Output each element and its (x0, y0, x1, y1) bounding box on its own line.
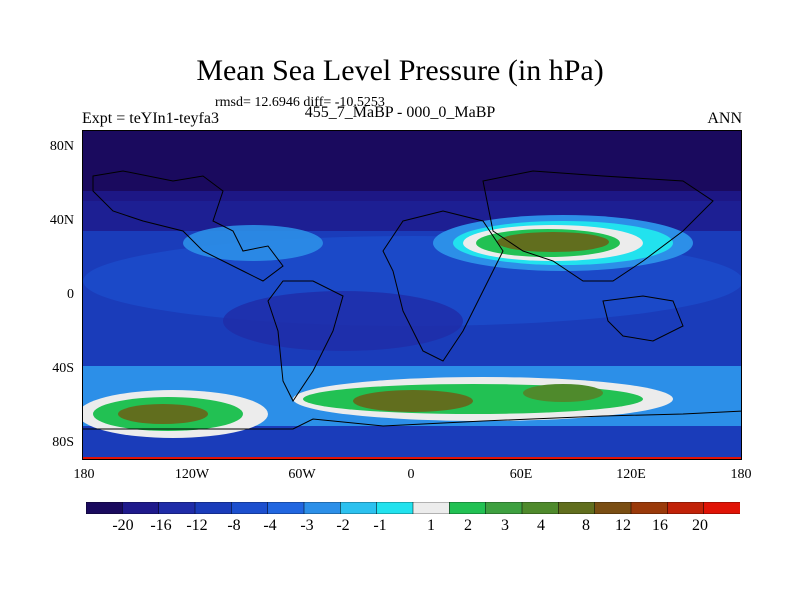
continent-outline (602, 295, 684, 342)
colorbar-swatch (303, 502, 342, 514)
nh-light-region (183, 225, 323, 261)
colorbar-label: 12 (615, 517, 631, 534)
colorbar-swatch (194, 502, 233, 514)
colorbar-swatch (267, 502, 305, 514)
colorbar-label: -1 (373, 517, 387, 534)
y-tick-label: 40S (52, 361, 74, 376)
continent-outlines (83, 170, 741, 430)
map-plot (82, 130, 742, 460)
x-tick-label: 60E (509, 467, 533, 482)
southern-edge (83, 457, 741, 459)
colorbar-label: 16 (652, 517, 668, 534)
y-tick-label: 80N (49, 139, 74, 154)
colorbar-swatch (703, 502, 740, 514)
sh-east-core (523, 384, 603, 402)
colorbar-label: 4 (537, 517, 545, 534)
colorbar-label: 2 (464, 517, 472, 534)
colorbar-label: 1 (427, 517, 435, 534)
x-tick-label: 120W (174, 467, 210, 482)
asia-high-core (497, 232, 609, 252)
y-tick-label: 40N (49, 213, 74, 228)
colorbar-label: 20 (692, 517, 708, 534)
colorbar-swatch (449, 502, 487, 514)
x-tick-label: 0 (407, 467, 415, 482)
sh-west-core (118, 404, 208, 424)
colorbar-label: -3 (300, 517, 314, 534)
continent-outline (382, 210, 504, 362)
colorbar-label: -4 (263, 517, 277, 534)
north-polar-band (83, 131, 741, 201)
chart-title: Mean Sea Level Pressure (in hPa) (196, 54, 604, 87)
colorbar-label: 3 (501, 517, 509, 534)
continent-outline (92, 170, 284, 282)
subtitle: 455_7_MaBP - 000_0_MaBP (304, 104, 496, 121)
x-tick-label: 180 (730, 467, 752, 482)
colorbar-swatch (340, 502, 378, 514)
sh-central-core (353, 390, 473, 412)
colorbar-swatch (521, 502, 560, 514)
continent-outline (83, 410, 741, 430)
experiment-label: Expt = teYIn1-teyfa3 (82, 110, 219, 127)
colorbar-label: -8 (227, 517, 241, 534)
x-tick-label: 120E (616, 467, 646, 482)
colorbar-swatch (412, 502, 451, 514)
colorbar (86, 502, 740, 514)
colorbar-swatch (231, 502, 269, 514)
colorbar-swatch (376, 502, 414, 514)
colorbar-swatch (122, 502, 160, 514)
tropical-band-dark (223, 291, 463, 351)
continent-outline (482, 170, 714, 282)
colorbar-swatch (158, 502, 196, 514)
colorbar-swatch (667, 502, 705, 514)
season-label: ANN (707, 110, 742, 127)
colorbar-swatch (558, 502, 596, 514)
colorbar-label: -12 (186, 517, 208, 534)
colorbar-label: -20 (112, 517, 134, 534)
colorbar-swatch (86, 502, 124, 514)
x-tick-label: 60W (288, 467, 316, 482)
continent-outline (267, 280, 344, 402)
colorbar-label: -2 (336, 517, 350, 534)
x-tick-label: 180 (73, 467, 95, 482)
y-tick-label: 0 (67, 287, 74, 302)
colorbar-swatch (630, 502, 669, 514)
colorbar-swatch (485, 502, 523, 514)
y-tick-label: 80S (52, 435, 74, 450)
stats-label: rmsd= 12.6946 diff= -10.5253 (215, 95, 385, 110)
colorbar-label: 8 (582, 517, 590, 534)
colorbar-swatch (594, 502, 632, 514)
colorbar-label: -16 (150, 517, 172, 534)
